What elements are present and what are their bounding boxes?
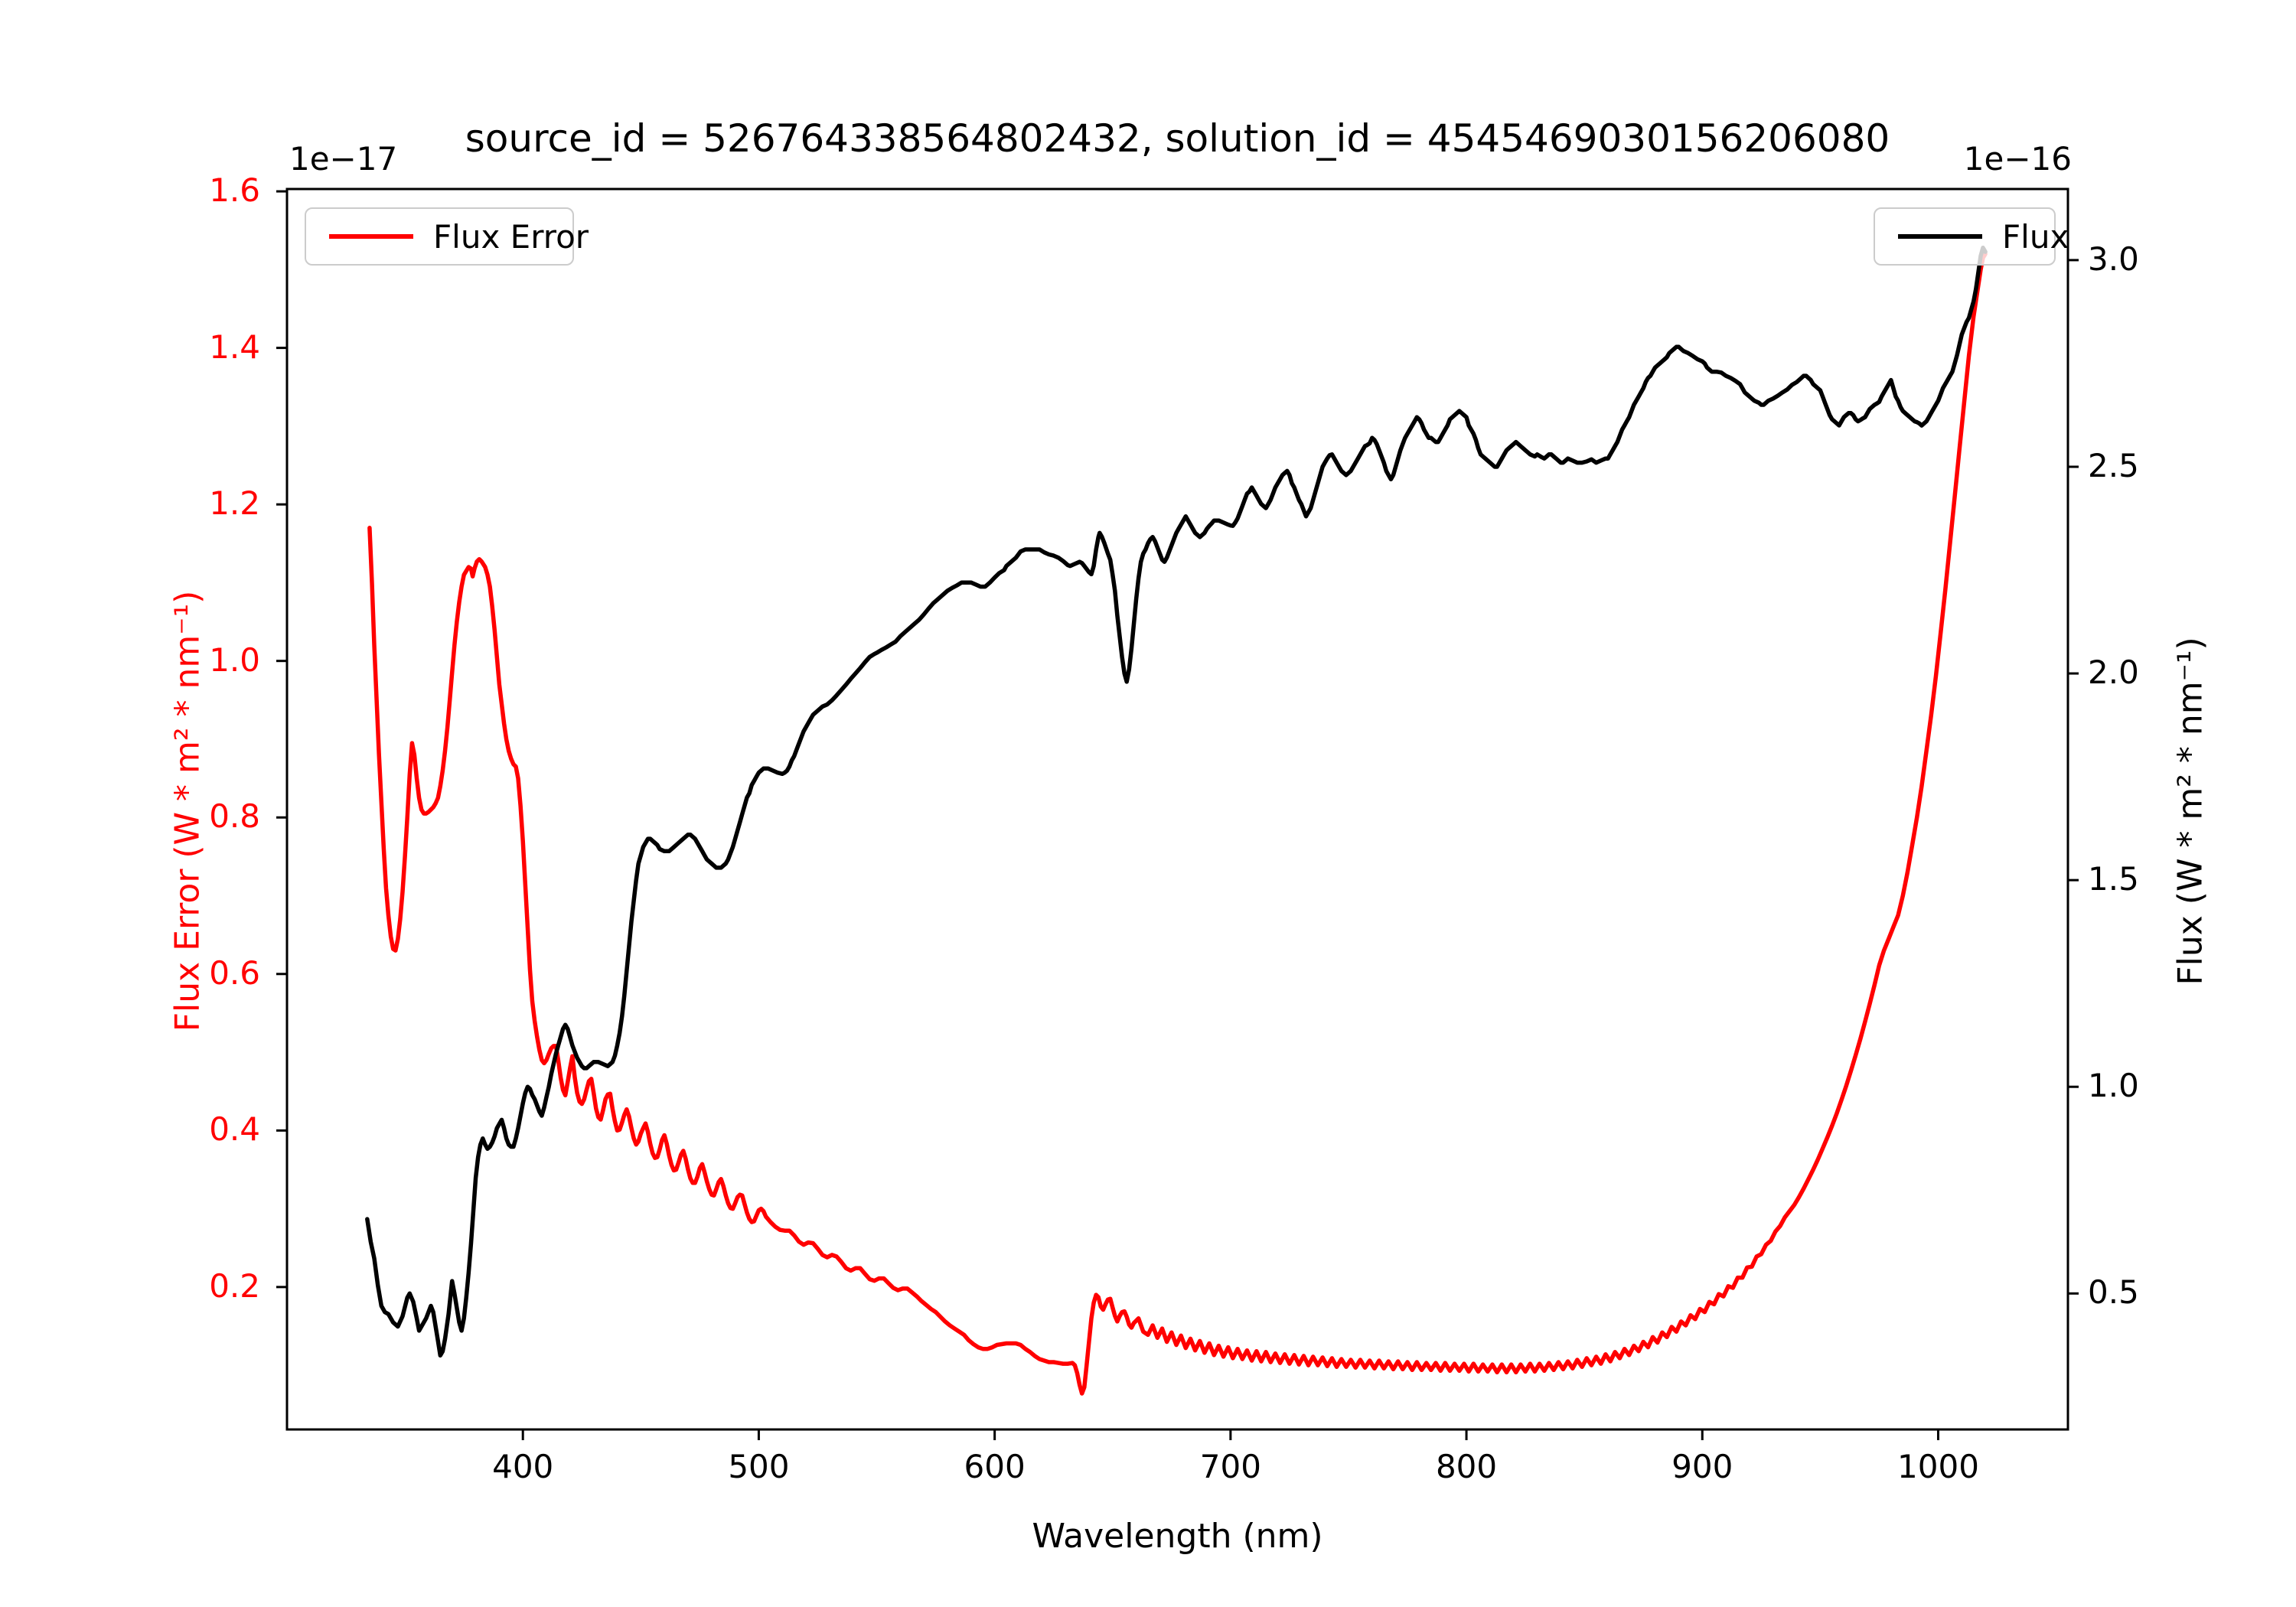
flux-error-line-sample <box>329 234 413 239</box>
x-tick-label: 800 <box>1435 1448 1498 1485</box>
x-tick-label: 600 <box>964 1448 1026 1485</box>
flux-line-sample <box>1898 234 1982 239</box>
y-left-tick-label: 0.4 <box>209 1110 260 1149</box>
plot-area-border <box>285 187 2069 1431</box>
y-right-tick-label: 1.5 <box>2088 860 2139 898</box>
y-left-tick-label: 1.4 <box>209 328 260 366</box>
left-axis-offset-text: 1e−17 <box>289 140 398 178</box>
x-tick-label: 900 <box>1671 1448 1733 1485</box>
legend-flux-error-label: Flux Error <box>433 217 589 256</box>
y-left-tick-label: 1.0 <box>209 641 260 679</box>
y-left-tick-label: 0.2 <box>209 1266 260 1305</box>
legend-flux-error: Flux Error <box>305 207 589 266</box>
y-right-tick-label: 3.0 <box>2088 240 2139 278</box>
x-tick-label: 1000 <box>1897 1448 1979 1485</box>
tick-marks <box>276 190 2079 1440</box>
y-axis-label-left: Flux Error (W * m² * nm⁻¹) <box>168 590 207 1032</box>
y-left-tick-label: 1.2 <box>209 484 260 523</box>
legend-flux-label: Flux <box>2002 217 2069 256</box>
right-axis-offset-text: 1e−16 <box>1963 140 2072 178</box>
y-right-tick-label: 0.5 <box>2088 1273 2139 1312</box>
x-tick-label: 400 <box>492 1448 554 1485</box>
x-tick-label: 500 <box>728 1448 790 1485</box>
y-left-tick-label: 0.8 <box>209 797 260 836</box>
y-right-tick-label: 1.0 <box>2088 1067 2139 1105</box>
y-right-tick-label: 2.5 <box>2088 446 2139 484</box>
x-axis-label: Wavelength (nm) <box>1032 1517 1323 1556</box>
legend-flux: Flux <box>1874 207 2069 266</box>
y-left-tick-label: 0.6 <box>209 953 260 992</box>
x-tick-label: 700 <box>1199 1448 1261 1485</box>
y-axis-label-right: Flux (W * m² * nm⁻¹) <box>2170 637 2210 986</box>
y-left-tick-label: 1.6 <box>209 171 260 210</box>
chart-title: source_id = 526764338564802432, solution… <box>465 116 1890 161</box>
flux-error-curve <box>367 252 1988 1396</box>
flux-curve <box>365 245 1988 1358</box>
y-right-tick-label: 2.0 <box>2088 654 2139 692</box>
curves <box>365 245 1988 1396</box>
